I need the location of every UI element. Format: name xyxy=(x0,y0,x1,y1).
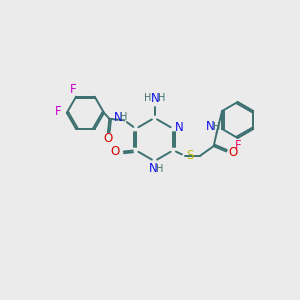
Text: O: O xyxy=(228,146,238,160)
Text: H: H xyxy=(144,93,152,103)
Text: N: N xyxy=(175,121,184,134)
Text: F: F xyxy=(55,105,62,118)
Text: H: H xyxy=(120,112,127,122)
Text: H: H xyxy=(213,122,220,132)
Text: S: S xyxy=(186,149,194,162)
Text: F: F xyxy=(70,83,76,96)
Text: O: O xyxy=(103,132,112,146)
Text: N: N xyxy=(151,92,160,105)
Text: N: N xyxy=(206,120,215,133)
Text: N: N xyxy=(148,162,158,175)
Text: N: N xyxy=(113,111,122,124)
Text: F: F xyxy=(234,139,241,152)
Text: H: H xyxy=(158,93,166,103)
Text: H: H xyxy=(156,164,164,174)
Text: O: O xyxy=(110,145,119,158)
